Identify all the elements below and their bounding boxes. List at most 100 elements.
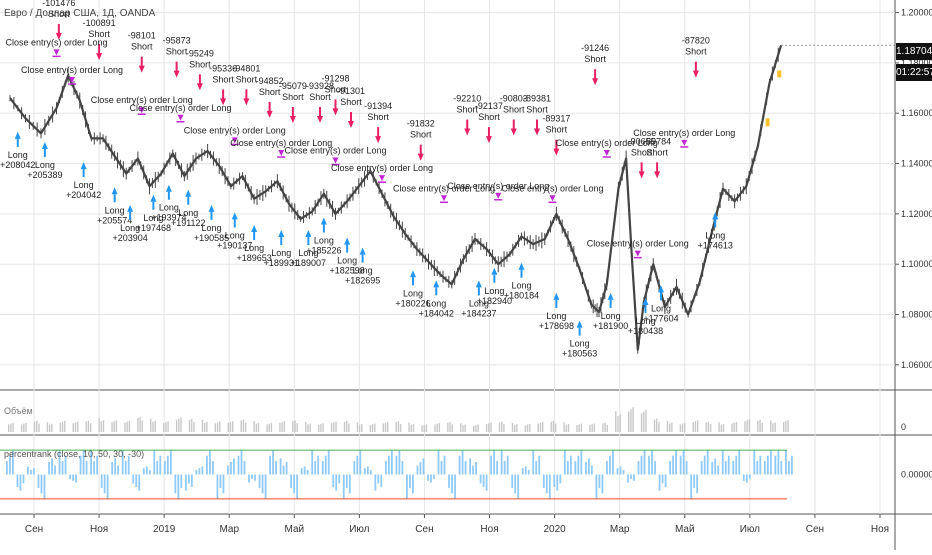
short-trade-value: -92137 xyxy=(475,101,503,111)
indicator-bar xyxy=(472,465,474,475)
indicator-bar xyxy=(569,455,572,475)
exit-marker-icon xyxy=(231,137,238,144)
long-trade-value: +197468 xyxy=(136,223,171,233)
indicator-bar xyxy=(412,474,414,494)
volume-bar xyxy=(529,423,531,432)
volume-bar xyxy=(490,422,492,432)
long-trade-value: +182940 xyxy=(477,296,512,306)
long-trade-label: Long xyxy=(705,230,725,240)
short-trade-label: Short xyxy=(282,92,304,102)
volume-bar xyxy=(425,424,428,432)
indicator-bar xyxy=(717,465,720,475)
indicator-bar xyxy=(727,455,730,475)
indicator-title: percentrank (close, 10, 50, 30, -30) xyxy=(4,449,145,459)
volume-bar xyxy=(268,423,270,432)
indicator-bar xyxy=(514,474,517,494)
volume-bar xyxy=(305,421,307,432)
long-trade-label: Long xyxy=(546,311,566,321)
volume-bar xyxy=(488,423,490,432)
short-arrow-icon xyxy=(348,121,354,128)
volume-bar xyxy=(694,421,697,432)
volume-bar xyxy=(591,424,593,432)
volume-bar xyxy=(216,422,219,432)
long-trade-value: +181900 xyxy=(593,321,628,331)
indicator-bar xyxy=(669,461,672,475)
short-trade-value: -95079 xyxy=(279,81,307,91)
indicator-bar xyxy=(419,461,422,475)
volume-bar xyxy=(552,420,555,432)
indicator-bar xyxy=(658,474,661,491)
volume-bar xyxy=(124,422,126,432)
indicator-bar xyxy=(303,466,306,475)
indicator-bar xyxy=(72,474,74,481)
indicator-bar xyxy=(458,455,461,475)
indicator-bar xyxy=(338,474,341,484)
indicator-bar xyxy=(503,461,506,475)
indicator-bar xyxy=(114,458,117,475)
exit-order-label: Close entry(s) order Long xyxy=(331,163,433,173)
volume-bar xyxy=(193,422,195,432)
long-trade-value: +180438 xyxy=(628,326,663,336)
indicator-bar xyxy=(163,461,166,475)
long-trade-value: +182695 xyxy=(345,276,380,286)
short-trade-value: -87820 xyxy=(682,36,710,46)
volume-bar xyxy=(447,422,449,432)
volume-bar xyxy=(653,419,656,432)
indicator-bar xyxy=(490,455,493,475)
volume-bar xyxy=(681,423,684,432)
volume-bar xyxy=(617,416,619,432)
indicator-bar xyxy=(443,455,446,475)
indicator-bar xyxy=(506,455,509,475)
volume-bar xyxy=(335,421,337,432)
short-arrow-icon xyxy=(196,83,203,91)
volume-bar xyxy=(330,423,333,432)
indicator-bar xyxy=(300,468,303,475)
long-trade-value: +184237 xyxy=(461,308,496,318)
volume-bar xyxy=(59,422,62,432)
indicator-bar xyxy=(664,474,667,488)
volume-bar xyxy=(720,424,723,432)
volume-bar xyxy=(501,421,503,432)
highlight-candle xyxy=(765,118,770,127)
indicator-bar xyxy=(548,474,551,499)
volume-bar xyxy=(615,411,617,432)
short-arrow-icon xyxy=(332,108,339,116)
volume-bar xyxy=(85,421,87,432)
indicator-bar xyxy=(637,461,640,475)
volume-bar xyxy=(48,424,51,432)
indicator-bar xyxy=(342,474,345,499)
indicator-bar xyxy=(272,450,274,475)
indicator-bar xyxy=(121,450,124,475)
indicator-bar xyxy=(574,461,577,475)
indicator-bar xyxy=(696,474,699,494)
short-trade-value: -95336 xyxy=(209,63,237,73)
indicator-bar xyxy=(190,474,193,488)
short-trade-label: Short xyxy=(685,47,707,57)
volume-bar xyxy=(576,425,578,432)
short-trade-value: -91394 xyxy=(364,101,392,111)
x-tick-label: Сен xyxy=(25,524,43,535)
long-arrow-icon xyxy=(80,162,87,170)
indicator-bar xyxy=(475,461,477,475)
short-trade-label: Short xyxy=(340,97,362,107)
volume-bar xyxy=(541,421,544,432)
volume-bar xyxy=(645,409,647,432)
volume-bar xyxy=(748,419,751,432)
y-tick-label: 1.20000 xyxy=(901,8,932,18)
short-trade-value: -91301 xyxy=(337,86,365,96)
indicator-bar xyxy=(82,450,85,475)
long-arrow-icon xyxy=(518,262,525,270)
indicator-bar xyxy=(22,474,25,484)
indicator-bar xyxy=(356,455,359,475)
short-trade-label: Short xyxy=(189,59,211,69)
indicator-bar xyxy=(187,474,190,484)
volume-bar xyxy=(231,421,234,432)
volume-bar xyxy=(464,424,466,432)
volume-bar xyxy=(718,422,720,432)
short-trade-label: Short xyxy=(212,74,234,84)
indicator-bar xyxy=(763,461,766,475)
indicator-bar xyxy=(556,474,559,491)
short-trade-value: -90655 xyxy=(628,136,656,146)
